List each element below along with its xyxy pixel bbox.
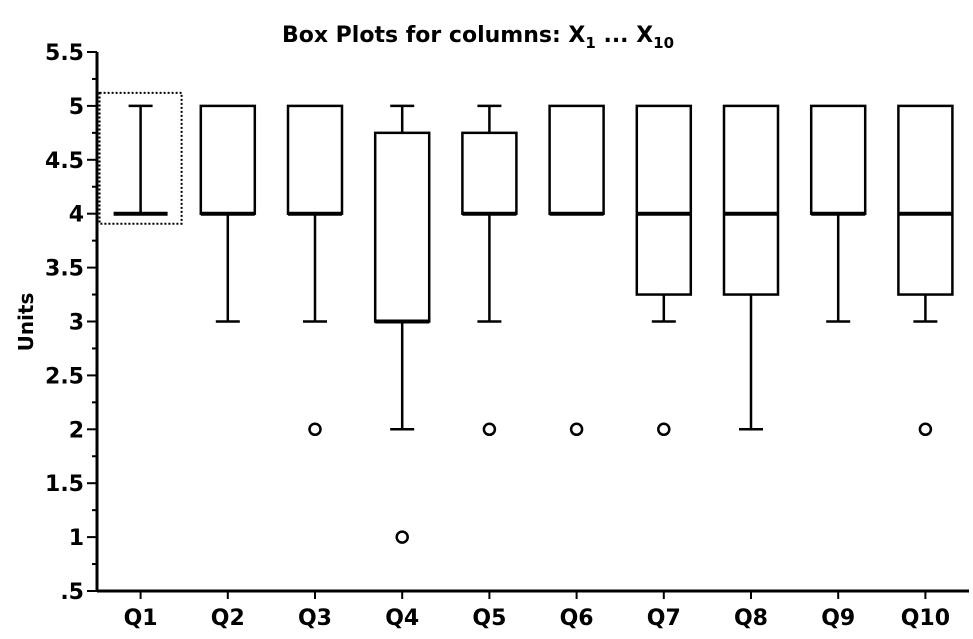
box-q10 [897,104,954,296]
y-axis-label: Units [14,293,38,352]
box-q2 [199,104,257,215]
chart-title-sub-last: 10 [653,34,674,52]
x-tick-label: Q5 [472,606,506,631]
x-tick-label: Q1 [124,606,158,631]
y-tick-label: 5.5 [45,41,84,66]
x-tick-label: Q2 [211,606,245,631]
x-tick-label: Q6 [560,606,594,631]
box-q6 [548,104,605,215]
selection-rect-q1 [98,91,183,225]
y-tick-label: .5 [60,580,84,605]
x-tick-label: Q4 [385,606,419,631]
outlier-q6 [569,422,584,437]
box-q3 [286,104,344,215]
box-q5 [461,131,518,215]
y-tick-label: 3.5 [45,257,84,282]
y-tick-label: 1 [69,526,84,551]
y-tick-label: 3 [69,311,84,336]
y-tick-label: 1.5 [45,472,84,497]
box-q8 [722,104,780,296]
box-q9 [809,104,867,215]
outlier-q3 [308,422,322,437]
x-tick-label: Q7 [647,606,681,631]
y-tick-label: 4 [69,203,84,228]
y-tick-label: 2.5 [45,364,84,389]
chart-title-ellipsis: ... X [596,23,653,48]
chart-title: Box Plots for columns: X1 ... X10 [282,23,674,52]
y-tick-label: 5 [69,95,84,120]
outlier-q4 [395,530,409,544]
box-q7 [635,104,693,296]
chart-title-main: Box Plots for columns: X [282,23,585,48]
outlier-q7 [657,422,671,437]
x-tick-label: Q10 [901,606,950,631]
plot-area: .5 1 1.5 2 2.5 3 3.5 4 4.5 5 5.5 Q1 Q2 Q3 Q4 Q5 Q6 Q7 Q8 Q9… [45,41,969,631]
x-tick-label: Q9 [821,606,855,631]
y-tick-label: 4.5 [45,149,84,174]
outlier-q10 [918,422,933,437]
chart-title-sub-first: 1 [585,34,595,52]
box-q4 [373,131,431,323]
outlier-q5 [482,422,497,437]
x-tick-label: Q3 [298,606,332,631]
y-tick-label: 2 [69,418,84,443]
x-tick-label: Q8 [734,606,768,631]
